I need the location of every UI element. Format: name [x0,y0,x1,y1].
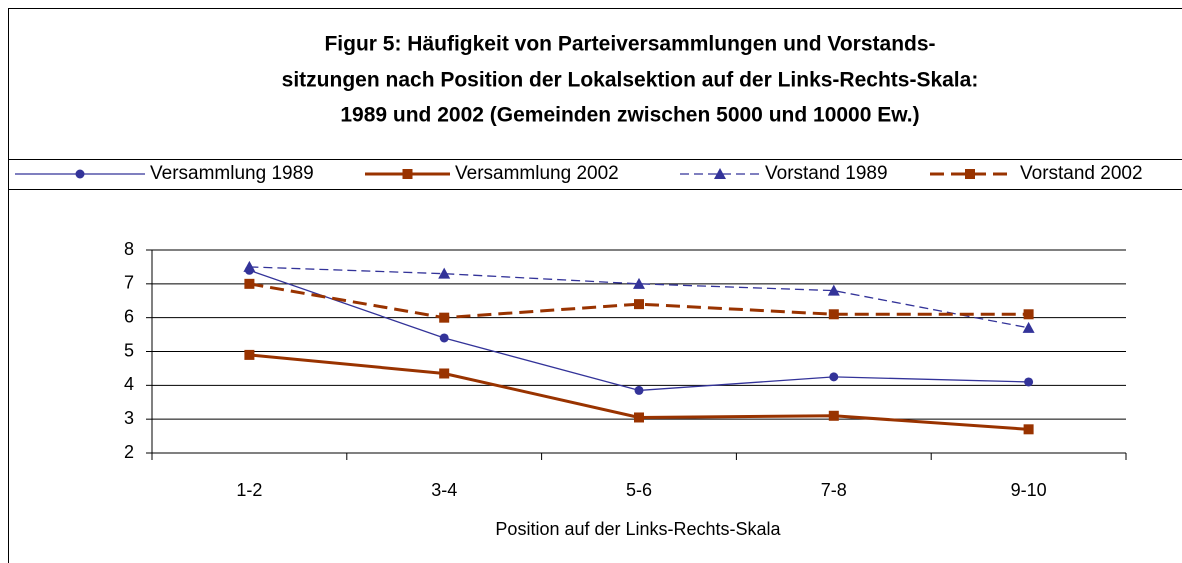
x-tick-label: 1-2 [236,480,262,500]
marker [1023,424,1034,435]
marker [827,284,840,296]
x-tick-label: 5-6 [626,480,652,500]
marker [714,168,726,179]
legend-box [8,159,1182,190]
marker [75,169,85,179]
legend-label: Vorstand 2002 [1020,163,1143,184]
y-tick-label: 2 [124,442,134,462]
marker [1023,309,1034,320]
chart-title: Figur 5: Häufigkeit von Parteiversammlun… [324,33,935,56]
legend-label: Vorstand 1989 [765,163,888,184]
x-tick-label: 9-10 [1011,480,1047,500]
line [249,282,1029,320]
marker [828,410,839,421]
marker [634,299,644,310]
marker [244,349,255,360]
chart-title: 1989 und 2002 (Gemeinden zwischen 5000 u… [340,104,919,127]
marker [634,412,644,423]
y-tick-label: 4 [124,374,134,394]
x-tick-label: 3-4 [431,480,457,500]
legend-label: Versammlung 2002 [455,163,619,184]
x-tick-label: 7-8 [821,480,847,500]
chart-frame [8,8,1182,563]
marker [439,368,450,379]
marker [438,267,451,279]
marker [402,169,413,179]
x-axis-label: Position auf der Links-Rechts-Skala [495,519,781,539]
marker [439,312,450,323]
y-tick-label: 3 [124,408,134,428]
marker [829,372,839,382]
marker [634,385,644,395]
line [249,266,1029,329]
marker [1024,377,1034,387]
y-tick-label: 5 [124,340,134,360]
legend-label: Versammlung 1989 [150,163,314,184]
marker [828,309,839,320]
marker [1022,321,1035,333]
y-tick-label: 6 [124,306,134,326]
marker [439,333,449,343]
marker [244,278,255,289]
marker [633,277,645,289]
chart-title: sitzungen nach Position der Lokalsektion… [282,69,979,92]
y-tick-label: 7 [124,273,134,293]
y-tick-label: 8 [124,239,134,259]
marker [965,169,975,179]
marker [243,260,256,272]
